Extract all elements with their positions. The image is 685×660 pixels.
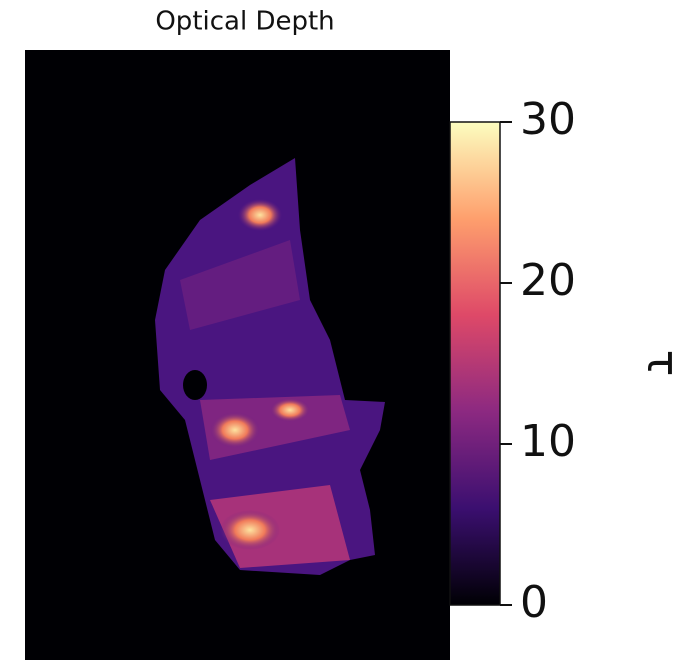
optical-depth-map: [155, 158, 385, 575]
colorbar: [449, 121, 501, 606]
colorbar-tick-label: 10: [520, 416, 576, 467]
map-hotspot: [210, 412, 260, 448]
map-hotspot: [220, 510, 280, 550]
map-band: [180, 240, 300, 330]
colorbar-tick-label: 20: [520, 255, 576, 306]
map-region: [155, 158, 385, 575]
chart-title: Optical Depth: [155, 7, 334, 37]
map-hole: [183, 370, 207, 400]
map-hotspot: [238, 199, 282, 231]
map-hotspot: [270, 398, 310, 422]
colorbar-tick-label: 0: [520, 577, 548, 628]
colorbar-label: τ: [637, 350, 685, 377]
colorbar-tick-label: 30: [520, 94, 576, 145]
